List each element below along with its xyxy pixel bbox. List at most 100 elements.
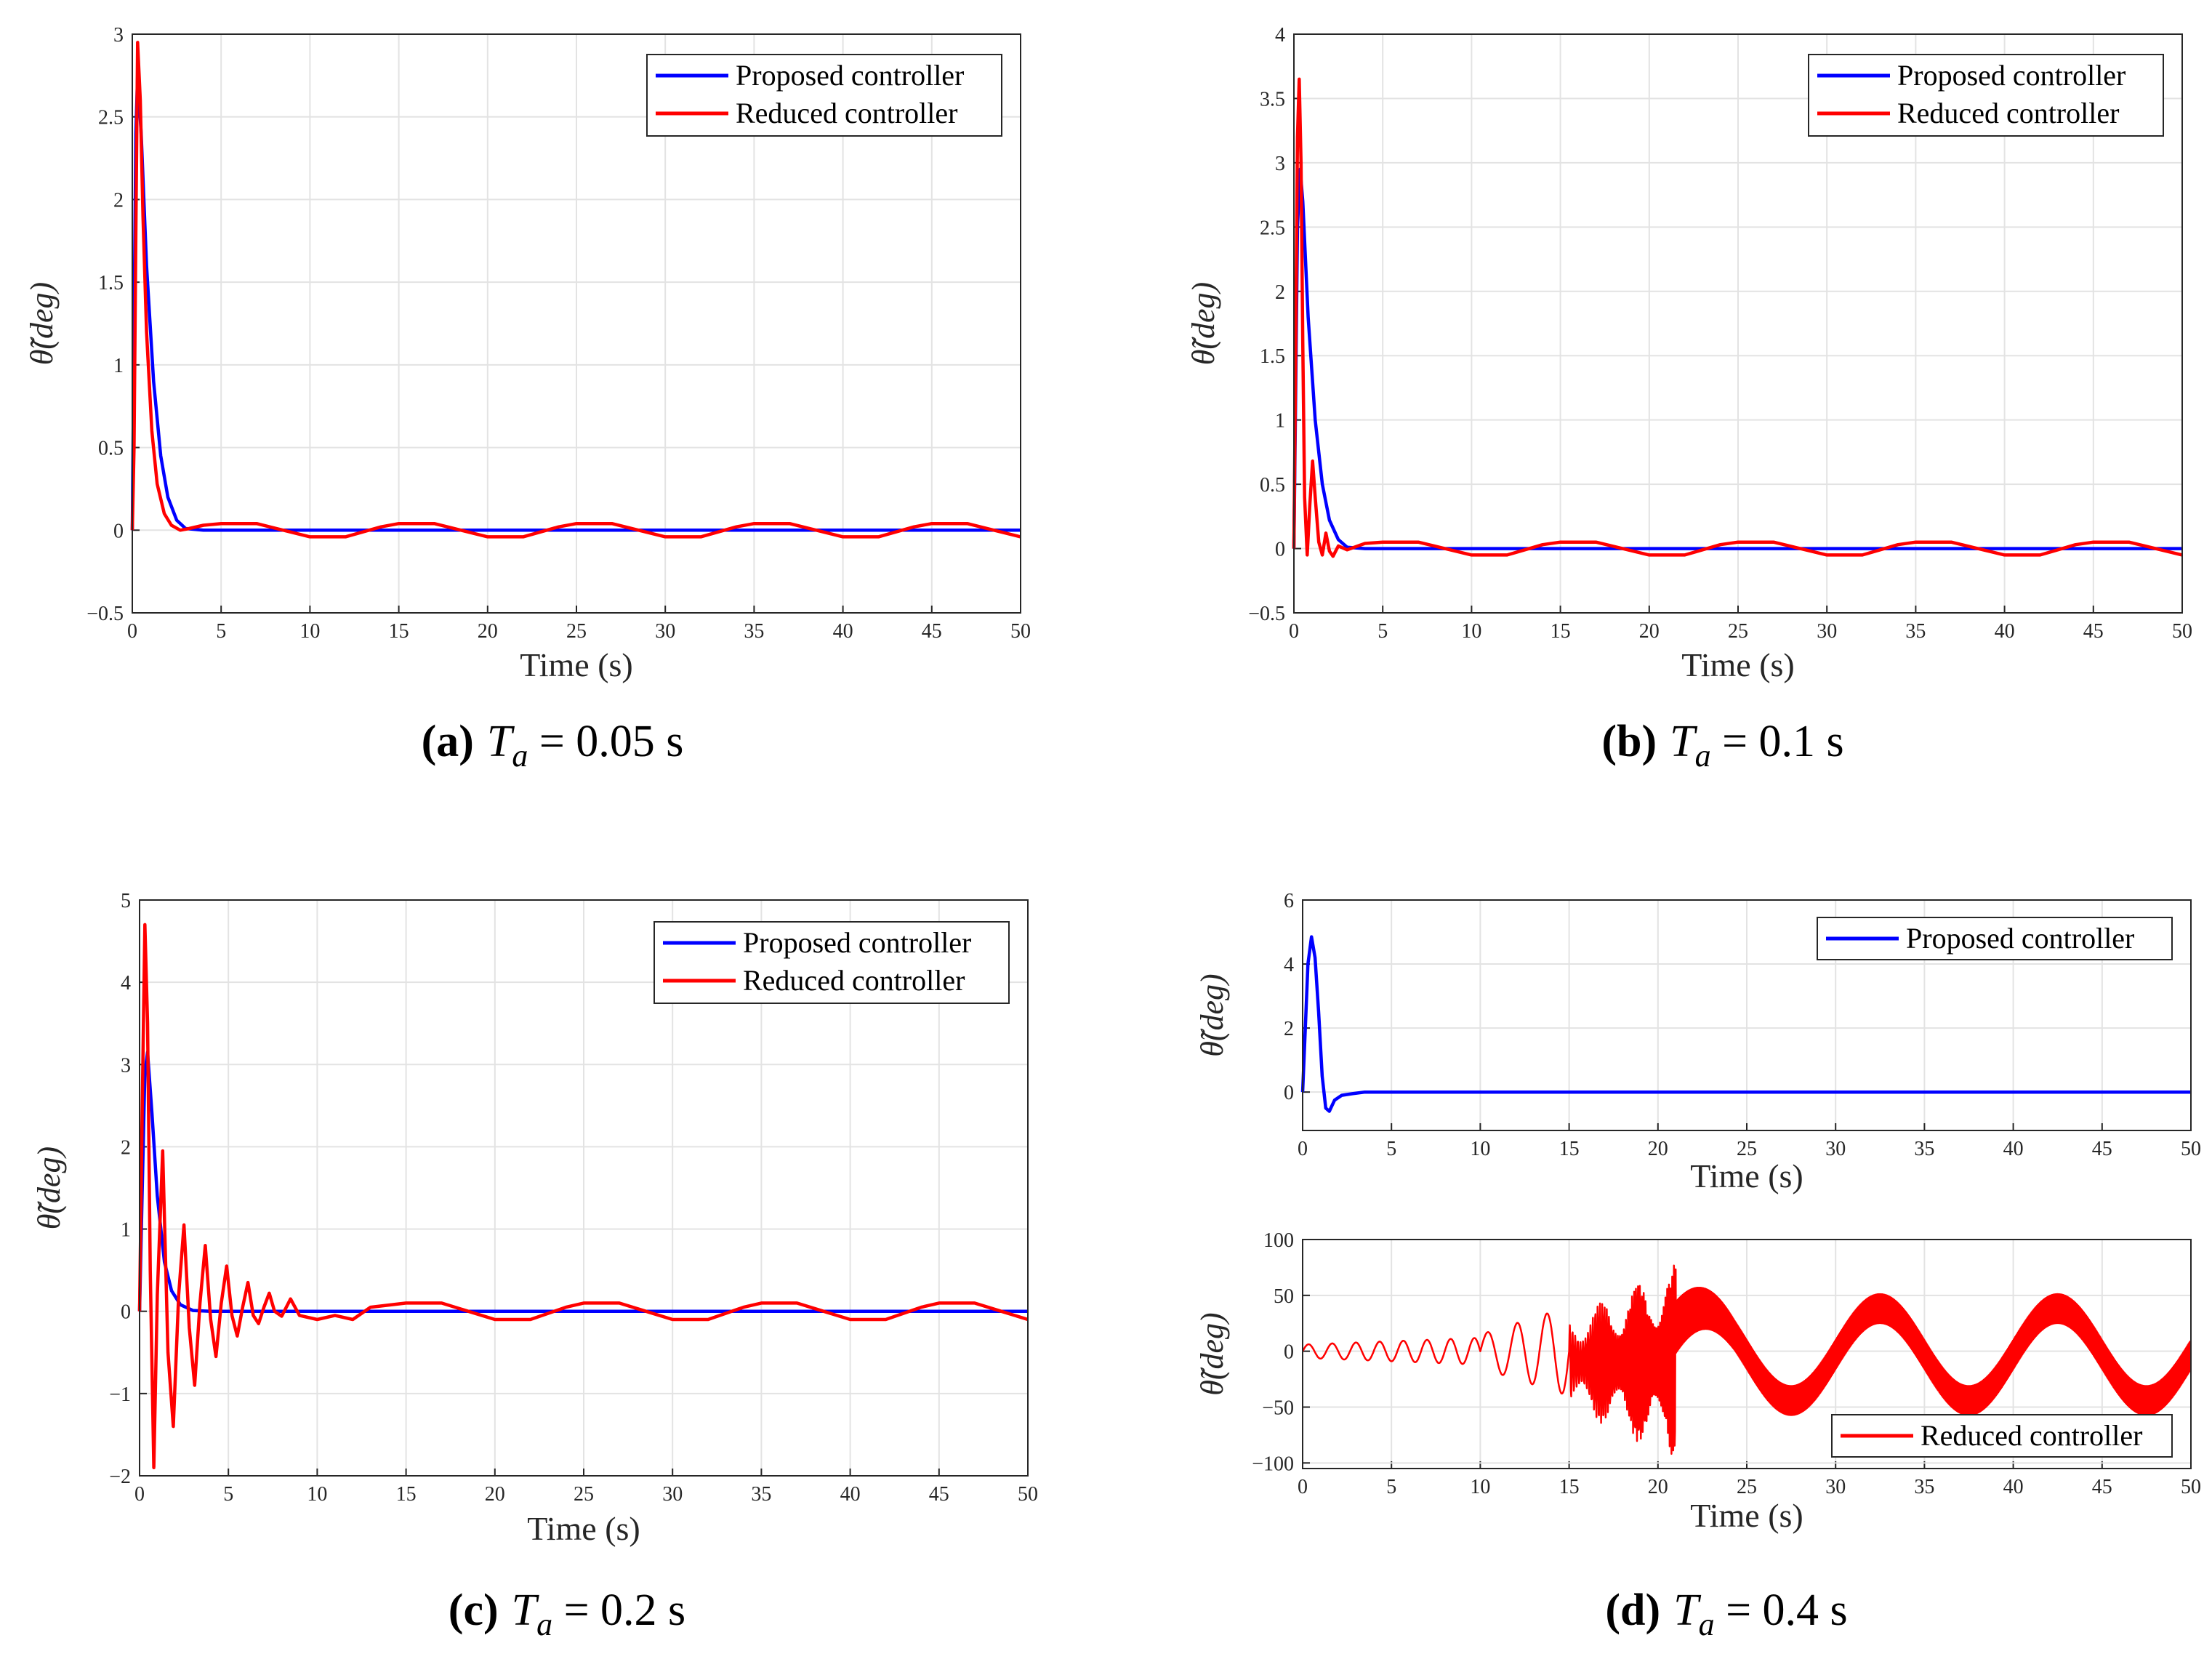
x-tick-label: 30 bbox=[1825, 1476, 1846, 1498]
x-tick-label: 20 bbox=[485, 1483, 505, 1506]
x-tick-label: 5 bbox=[223, 1483, 233, 1506]
caption-symbol: T bbox=[487, 717, 515, 766]
x-tick-label: 0 bbox=[1298, 1138, 1308, 1160]
y-tick-label: 3 bbox=[113, 24, 124, 47]
axes-box bbox=[132, 33, 1021, 614]
series-line-reduced-controller bbox=[1292, 77, 2183, 558]
y-tick-label: −0.5 bbox=[87, 603, 124, 625]
x-tick-label: 20 bbox=[478, 620, 498, 643]
legend: Proposed controller bbox=[1817, 917, 2173, 960]
legend-entry: Reduced controller bbox=[1921, 1419, 2142, 1452]
y-axis-label: θ̃(deg) bbox=[1186, 282, 1221, 365]
chart-panel-d-bottom: 0 5 10 15 20 25 30 35 40 45 50 −100 −50 0 50 100 Reduced… bbox=[1194, 1229, 2201, 1534]
x-tick-label: 30 bbox=[1825, 1138, 1846, 1160]
x-tick-label: 15 bbox=[1551, 620, 1571, 643]
x-tick-label: 30 bbox=[662, 1483, 683, 1506]
x-tick-label: 20 bbox=[1648, 1138, 1668, 1160]
y-tick-label: 2 bbox=[1284, 1018, 1294, 1040]
series-line-reduced-controller bbox=[130, 41, 1021, 539]
y-tick-label: 0 bbox=[1284, 1341, 1294, 1364]
panel-caption: (d) Ta = 0.4 s bbox=[1605, 1586, 1847, 1642]
x-tick-label: 35 bbox=[751, 1483, 771, 1506]
x-tick-label: 15 bbox=[396, 1483, 417, 1506]
axes-box bbox=[1293, 33, 2183, 614]
x-tick-label: 15 bbox=[1559, 1476, 1580, 1498]
x-tick-label: 10 bbox=[1461, 620, 1481, 643]
panel-caption: (b) Ta = 0.1 s bbox=[1601, 717, 1843, 774]
x-tick-label: 45 bbox=[2092, 1138, 2112, 1160]
series-line-proposed-controller bbox=[137, 1051, 1028, 1313]
axes-box bbox=[139, 899, 1029, 1477]
y-tick-label: 3.5 bbox=[1260, 88, 1285, 111]
y-tick-label: 1.5 bbox=[1260, 345, 1285, 368]
x-tick-label: 0 bbox=[1289, 620, 1299, 643]
chart-panel-a: 0 5 10 15 20 25 30 35 40 45 50−0.500.511.522.53Pro… bbox=[24, 24, 1031, 774]
x-axis-label: Time (s) bbox=[1681, 646, 1795, 683]
legend-box bbox=[646, 54, 1002, 137]
caption-value: = 0.2 s bbox=[552, 1586, 685, 1635]
x-tick-label: 50 bbox=[2181, 1138, 2201, 1160]
caption-subscript: a bbox=[536, 1607, 552, 1642]
y-tick-label: 0 bbox=[113, 520, 124, 542]
legend: Reduced controller bbox=[1831, 1414, 2173, 1458]
x-tick-label: 45 bbox=[2092, 1476, 2112, 1498]
x-tick-label: 35 bbox=[744, 620, 764, 643]
x-tick-label: 15 bbox=[1559, 1138, 1580, 1160]
axes-box bbox=[1302, 899, 2192, 1131]
y-tick-label: 2.5 bbox=[98, 107, 124, 129]
legend: Proposed controller Reduced controller bbox=[653, 921, 1010, 1004]
caption-value: = 0.05 s bbox=[528, 717, 683, 766]
y-tick-label: 3 bbox=[1275, 153, 1285, 175]
x-tick-label: 30 bbox=[655, 620, 675, 643]
x-tick-label: 30 bbox=[1817, 620, 1837, 643]
x-tick-label: 5 bbox=[1386, 1476, 1396, 1498]
chart-panel-b: 0 5 10 15 20 25 30 35 40 45 50−0.500.511.522.533.5… bbox=[1186, 24, 2192, 774]
x-tick-label: 40 bbox=[833, 620, 853, 643]
y-tick-label: −100 bbox=[1252, 1453, 1294, 1475]
y-tick-label: 100 bbox=[1263, 1229, 1294, 1252]
caption-letter: (a) bbox=[422, 717, 474, 766]
x-tick-label: 25 bbox=[574, 1483, 594, 1506]
x-tick-label: 50 bbox=[2181, 1476, 2201, 1498]
legend-entry: Proposed controller bbox=[1897, 59, 2125, 92]
legend-box bbox=[1808, 54, 2164, 137]
x-tick-label: 25 bbox=[1737, 1476, 1757, 1498]
x-tick-label: 15 bbox=[389, 620, 409, 643]
y-tick-label: 4 bbox=[1275, 24, 1285, 47]
x-tick-label: 45 bbox=[2083, 620, 2104, 643]
x-tick-label: 20 bbox=[1648, 1476, 1668, 1498]
caption-symbol: T bbox=[1673, 1586, 1702, 1635]
y-tick-label: 1 bbox=[1275, 410, 1285, 433]
x-tick-label: 10 bbox=[1470, 1476, 1490, 1498]
y-axis-label: θ̃(deg) bbox=[1194, 1312, 1230, 1395]
x-tick-label: 50 bbox=[1010, 620, 1031, 643]
x-tick-label: 35 bbox=[1905, 620, 1926, 643]
y-tick-label: 0 bbox=[121, 1301, 131, 1324]
y-tick-label: 2 bbox=[121, 1136, 131, 1159]
y-axis-label: θ̃(deg) bbox=[24, 282, 60, 365]
panel-caption: (c) Ta = 0.2 s bbox=[449, 1586, 685, 1642]
y-tick-label: 2.5 bbox=[1260, 217, 1285, 239]
x-tick-label: 25 bbox=[1737, 1138, 1757, 1160]
x-axis-label: Time (s) bbox=[520, 646, 633, 683]
x-tick-label: 45 bbox=[929, 1483, 949, 1506]
legend: Proposed controller Reduced controller bbox=[1808, 54, 2164, 137]
y-tick-label: 1 bbox=[121, 1219, 131, 1242]
caption-letter: (b) bbox=[1601, 717, 1657, 766]
x-tick-label: 10 bbox=[299, 620, 320, 643]
x-tick-label: 40 bbox=[840, 1483, 861, 1506]
caption-subscript: a bbox=[1695, 738, 1711, 774]
x-tick-label: 35 bbox=[1914, 1138, 1934, 1160]
x-tick-label: 40 bbox=[1995, 620, 2015, 643]
y-tick-label: 2 bbox=[1275, 281, 1285, 304]
caption-symbol: T bbox=[1670, 717, 1698, 766]
legend-entry: Reduced controller bbox=[743, 964, 965, 997]
x-tick-label: 40 bbox=[2003, 1476, 2024, 1498]
y-tick-label: 2 bbox=[113, 189, 124, 212]
y-tick-label: 4 bbox=[121, 972, 131, 995]
y-tick-label: 0 bbox=[1284, 1082, 1294, 1104]
y-tick-label: −2 bbox=[109, 1466, 131, 1488]
legend-entry: Proposed controller bbox=[743, 926, 971, 959]
